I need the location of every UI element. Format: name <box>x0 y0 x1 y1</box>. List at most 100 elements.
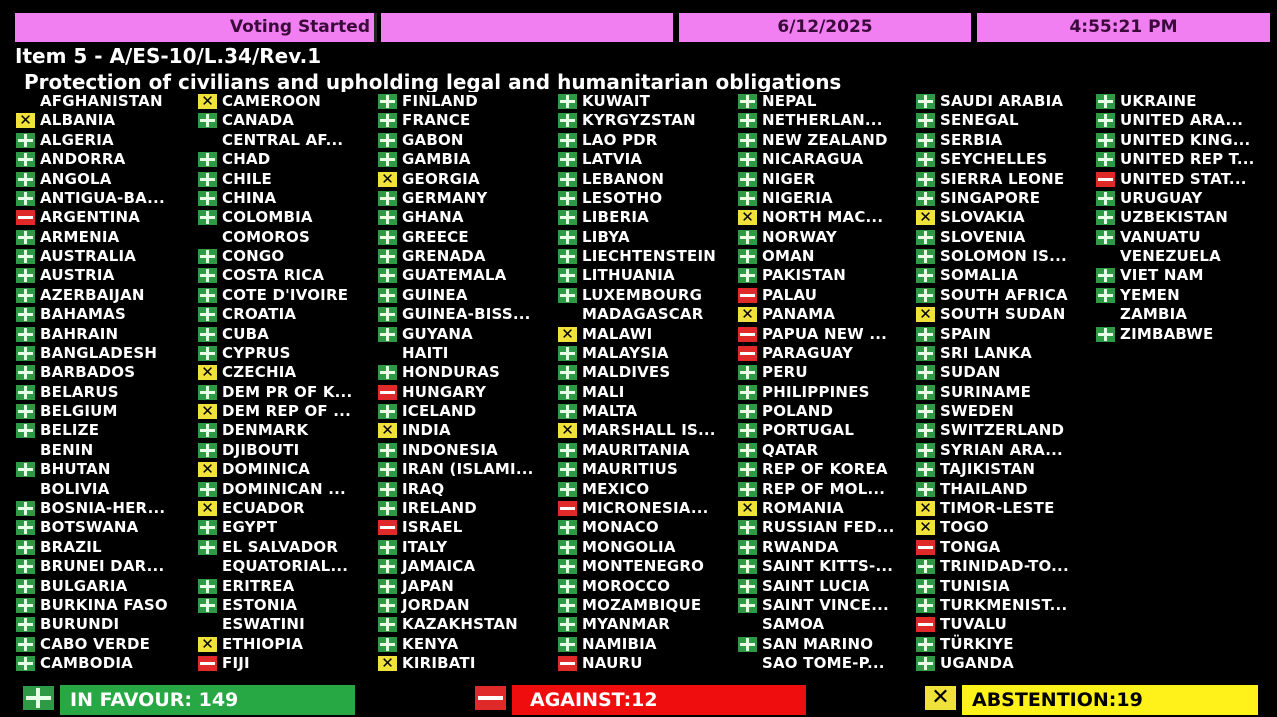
country-name: JAPAN <box>402 576 454 595</box>
plus-icon <box>16 578 35 594</box>
plus-icon <box>558 287 577 303</box>
x-icon <box>558 423 577 439</box>
plus-icon <box>198 442 217 458</box>
plus-icon <box>16 597 35 613</box>
country-name: SINGAPORE <box>940 188 1041 207</box>
country-name: OMAN <box>762 247 815 266</box>
country-name: NEW ZEALAND <box>762 130 888 149</box>
in-favour-total: IN FAVOUR: 149 <box>60 685 355 715</box>
country-name: BAHAMAS <box>40 305 126 324</box>
country-name: ERITREA <box>222 576 295 595</box>
country-vote-row: NORWAY <box>738 228 916 247</box>
country-name: UZBEKISTAN <box>1120 208 1228 227</box>
country-name: DOMINICA <box>222 460 311 479</box>
country-name: BOLIVIA <box>40 479 110 498</box>
plus-icon <box>16 132 35 148</box>
country-vote-row: BRAZIL <box>16 538 194 557</box>
country-vote-row: URUGUAY <box>1096 189 1274 208</box>
country-name: CUBA <box>222 324 270 343</box>
country-vote-row: AUSTRIA <box>16 266 194 285</box>
country-vote-row: ETHIOPIA <box>198 635 376 654</box>
plus-icon <box>1096 326 1115 342</box>
country-name: SIERRA LEONE <box>940 169 1065 188</box>
plus-icon <box>738 190 757 206</box>
x-icon <box>378 656 397 672</box>
country-name: SAMOA <box>762 615 825 634</box>
country-name: GAMBIA <box>402 150 471 169</box>
country-vote-row: SINGAPORE <box>916 189 1094 208</box>
country-vote-row: HAITI <box>378 344 556 363</box>
country-vote-row: SIERRA LEONE <box>916 170 1094 189</box>
country-vote-row: DJIBOUTI <box>198 441 376 460</box>
plus-icon <box>916 656 935 672</box>
country-vote-row: ROMANIA <box>738 499 916 518</box>
country-vote-row: ITALY <box>378 538 556 557</box>
country-vote-row: ANTIGUA-BA... <box>16 189 194 208</box>
country-name: PAKISTAN <box>762 266 847 285</box>
plus-icon <box>1096 152 1115 168</box>
plus-icon <box>378 94 397 109</box>
plus-icon <box>916 268 935 284</box>
x-icon <box>198 462 217 478</box>
country-name: TIMOR-LESTE <box>940 498 1055 517</box>
country-vote-row: FINLAND <box>378 92 556 111</box>
country-vote-row: OMAN <box>738 247 916 266</box>
country-name: NAMIBIA <box>582 634 657 653</box>
country-name: HUNGARY <box>402 382 487 401</box>
country-vote-row: ECUADOR <box>198 499 376 518</box>
country-vote-row: TUVALU <box>916 615 1094 634</box>
country-name: SOUTH AFRICA <box>940 285 1068 304</box>
plus-icon <box>558 404 577 420</box>
country-name: CROATIA <box>222 305 297 324</box>
country-name: SENEGAL <box>940 111 1019 130</box>
country-name: SWEDEN <box>940 402 1015 421</box>
country-vote-row: KAZAKHSTAN <box>378 615 556 634</box>
plus-icon <box>738 559 757 575</box>
country-name: MARSHALL IS... <box>582 421 716 440</box>
country-name: TURKMENIST... <box>940 595 1068 614</box>
country-vote-row: COLOMBIA <box>198 208 376 227</box>
plus-icon <box>378 636 397 652</box>
x-icon <box>738 500 757 516</box>
minus-icon <box>738 287 757 303</box>
plus-icon <box>558 520 577 536</box>
country-vote-row: IRAN (ISLAMI... <box>378 460 556 479</box>
country-name: CAMEROON <box>222 92 321 110</box>
minus-icon <box>475 686 506 710</box>
plus-icon <box>738 442 757 458</box>
country-vote-row: UNITED REP T... <box>1096 150 1274 169</box>
country-vote-row: BELIZE <box>16 421 194 440</box>
country-vote-row: GUATEMALA <box>378 266 556 285</box>
country-vote-row: MALAWI <box>558 325 736 344</box>
country-name: AUSTRIA <box>40 266 115 285</box>
country-name: LESOTHO <box>582 188 663 207</box>
country-vote-row: SAN MARINO <box>738 635 916 654</box>
country-vote-row: PERU <box>738 363 916 382</box>
country-vote-row: VENEZUELA <box>1096 247 1274 266</box>
country-vote-row: EGYPT <box>198 518 376 537</box>
plus-icon <box>1096 287 1115 303</box>
country-vote-row: INDONESIA <box>378 441 556 460</box>
country-vote-row: BHUTAN <box>16 460 194 479</box>
plus-icon <box>198 384 217 400</box>
country-vote-row: GERMANY <box>378 189 556 208</box>
minus-icon <box>558 500 577 516</box>
country-name: NAURU <box>582 654 643 673</box>
country-vote-row: KENYA <box>378 635 556 654</box>
country-vote-row: BELARUS <box>16 383 194 402</box>
country-name: LIECHTENSTEIN <box>582 247 716 266</box>
plus-icon <box>558 578 577 594</box>
country-name: ITALY <box>402 537 448 556</box>
country-name: BELARUS <box>40 382 119 401</box>
country-vote-row: SWITZERLAND <box>916 421 1094 440</box>
country-vote-row: SPAIN <box>916 325 1094 344</box>
country-name: ICELAND <box>402 402 477 421</box>
country-vote-row: MOROCCO <box>558 577 736 596</box>
plus-icon <box>16 249 35 265</box>
country-name: DEM REP OF ... <box>222 402 351 421</box>
country-vote-row: INDIA <box>378 421 556 440</box>
plus-icon <box>16 229 35 245</box>
plus-icon <box>916 462 935 478</box>
country-name: SOUTH SUDAN <box>940 305 1066 324</box>
country-vote-row: ALGERIA <box>16 131 194 150</box>
